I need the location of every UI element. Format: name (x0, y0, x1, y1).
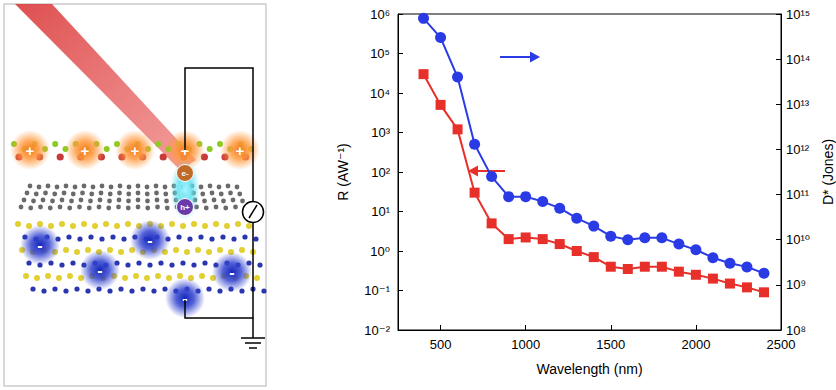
svg-text:10⁵: 10⁵ (370, 46, 390, 61)
svg-text:10¹⁴: 10¹⁴ (786, 52, 810, 67)
svg-text:+: + (81, 142, 90, 159)
svg-text:+: + (236, 142, 245, 159)
svg-text:-: - (182, 290, 187, 307)
svg-text:D* (Jones): D* (Jones) (820, 139, 836, 205)
svg-text:10⁰: 10⁰ (370, 244, 390, 259)
svg-text:-: - (37, 237, 42, 254)
svg-text:-: - (97, 262, 102, 279)
svg-text:R (AW⁻¹): R (AW⁻¹) (335, 143, 351, 200)
svg-text:Wavelength (nm): Wavelength (nm) (536, 361, 642, 377)
svg-text:10¹²: 10¹² (786, 142, 810, 157)
svg-text:1000: 1000 (511, 337, 540, 352)
svg-text:10¹⁵: 10¹⁵ (786, 7, 810, 22)
svg-text:-: - (147, 232, 152, 249)
svg-text:10⁸: 10⁸ (786, 323, 806, 338)
svg-text:10³: 10³ (371, 125, 390, 140)
svg-text:10⁶: 10⁶ (370, 7, 390, 22)
svg-text:10⁴: 10⁴ (370, 86, 390, 101)
svg-text:+: + (181, 142, 190, 159)
svg-text:10¹¹: 10¹¹ (786, 187, 810, 202)
svg-text:2500: 2500 (767, 337, 796, 352)
svg-text:10¹³: 10¹³ (786, 97, 810, 112)
svg-text:1500: 1500 (596, 337, 625, 352)
svg-text:10⁹: 10⁹ (786, 277, 806, 292)
svg-text:h+: h+ (180, 203, 190, 212)
svg-text:10²: 10² (371, 165, 390, 180)
svg-text:10¹⁰: 10¹⁰ (786, 232, 810, 247)
svg-text:-: - (229, 264, 234, 281)
svg-text:10⁻¹: 10⁻¹ (364, 283, 390, 298)
svg-text:2000: 2000 (681, 337, 710, 352)
svg-text:500: 500 (430, 337, 452, 352)
svg-text:+: + (26, 142, 35, 159)
svg-text:e-: e- (181, 169, 188, 178)
svg-text:+: + (131, 142, 140, 159)
svg-text:10¹: 10¹ (371, 204, 390, 219)
svg-text:10⁻²: 10⁻² (364, 323, 390, 338)
